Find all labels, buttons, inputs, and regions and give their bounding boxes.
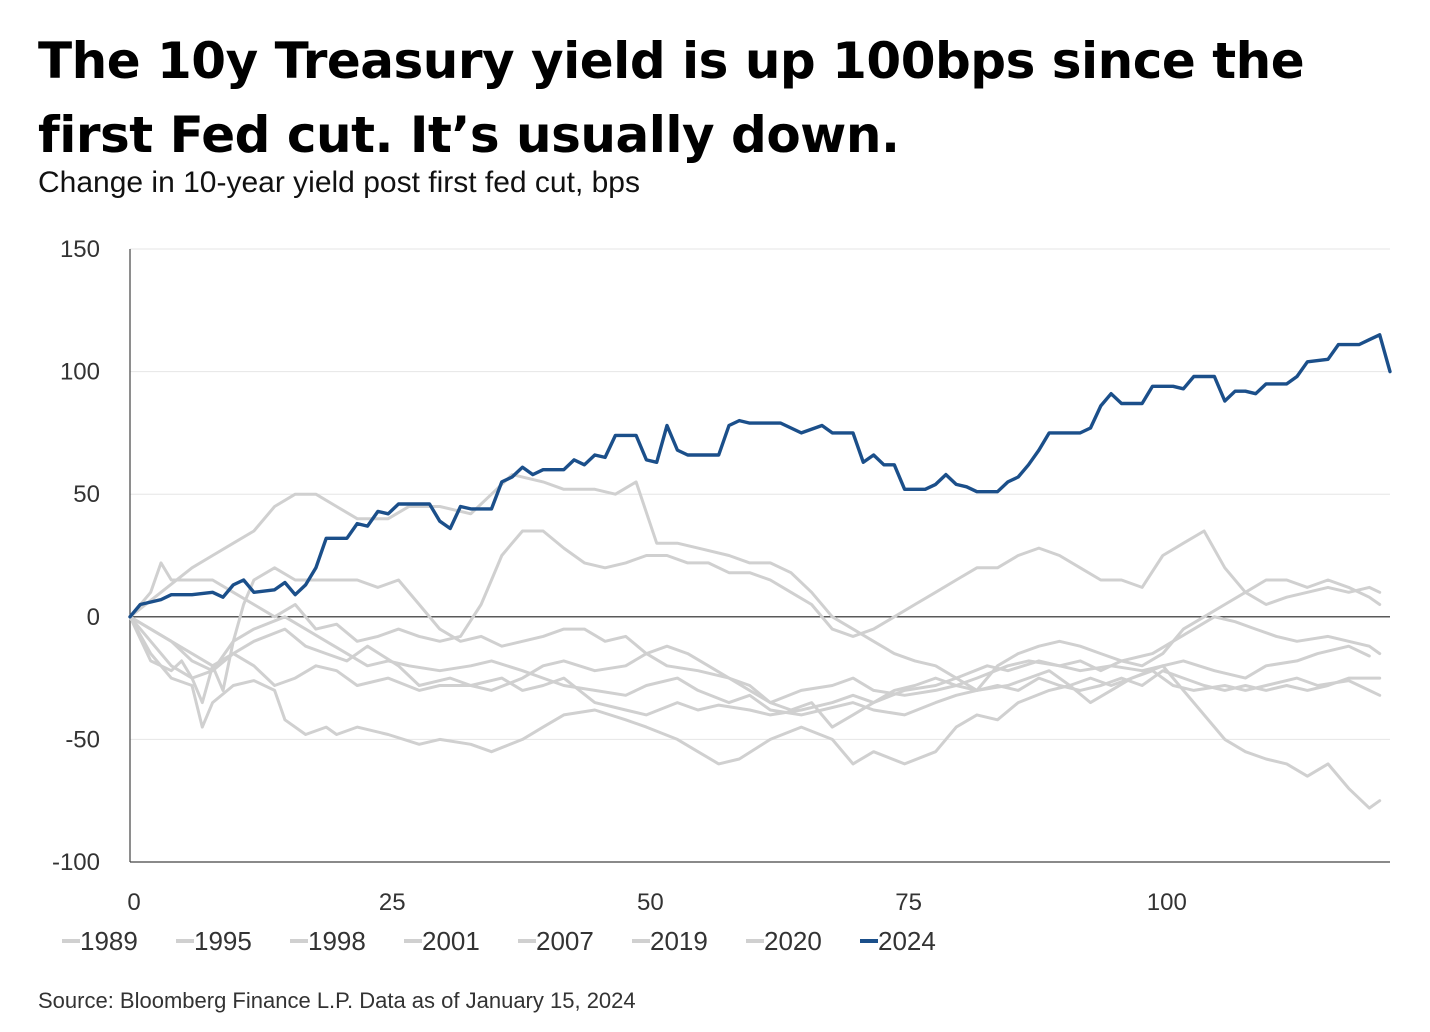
series-lines [128, 333, 1392, 810]
series-line-2019 [128, 529, 1382, 643]
y-tick-label: -50 [65, 726, 100, 753]
series-line-1995 [128, 615, 1382, 810]
chart-title: The 10y Treasury yield is up 100bps sinc… [38, 32, 1305, 164]
series-line-2007 [128, 473, 1382, 692]
legend-label-1998: 1998 [308, 926, 366, 956]
y-tick-label: 100 [60, 359, 100, 386]
series-line-1989 [128, 615, 1371, 717]
x-tick-label: 75 [895, 889, 922, 916]
legend: 1989 1995 1998 2001 2007 2019 2020 2024 [62, 926, 936, 956]
x-tick-label: 100 [1147, 889, 1187, 916]
legend-label-2007: 2007 [536, 926, 594, 956]
legend-label-2019: 2019 [650, 926, 708, 956]
legend-label-2001: 2001 [422, 926, 480, 956]
x-tick-label: 0 [127, 889, 140, 916]
y-tick-label: 150 [60, 236, 100, 263]
x-tick-label: 25 [379, 889, 406, 916]
tick-labels: 150 100 50 0 -50 -100 0 25 50 75 100 [52, 236, 1187, 916]
y-tick-label: -100 [52, 849, 100, 876]
source-note: Source: Bloomberg Finance L.P. Data as o… [38, 988, 636, 1013]
y-tick-label: 0 [87, 604, 100, 631]
legend-label-2020: 2020 [764, 926, 822, 956]
chart-subtitle: Change in 10-year yield post first fed c… [38, 166, 640, 199]
legend-label-2024: 2024 [878, 926, 936, 956]
series-line-2024 [128, 333, 1392, 619]
legend-label-1995: 1995 [194, 926, 252, 956]
series-line-1998 [128, 615, 1382, 717]
series-line-2020 [128, 566, 1382, 729]
axes [129, 249, 1390, 863]
series-line-2001 [128, 615, 1382, 705]
x-tick-label: 50 [637, 889, 664, 916]
y-tick-label: 50 [73, 481, 100, 508]
legend-label-1989: 1989 [80, 926, 138, 956]
